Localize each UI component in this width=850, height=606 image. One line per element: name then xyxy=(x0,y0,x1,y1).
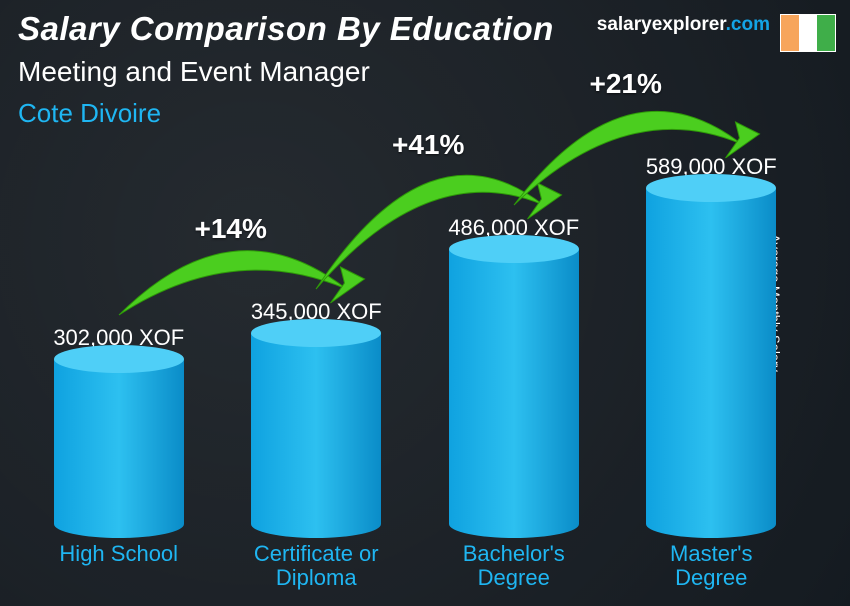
bar xyxy=(54,359,184,538)
bar-column: 302,000 XOF xyxy=(20,325,218,538)
flag-stripe-3 xyxy=(817,15,835,51)
bar xyxy=(646,188,776,538)
bar-top-ellipse xyxy=(54,345,184,373)
brand-suffix: .com xyxy=(726,14,770,35)
brand-label: salaryexplorer.com xyxy=(597,14,770,36)
bar-face xyxy=(251,333,381,538)
infographic-canvas: Salary Comparison By Education Meeting a… xyxy=(0,0,850,606)
bar-top-ellipse xyxy=(449,235,579,263)
bars-container: 302,000 XOF345,000 XOF486,000 XOF589,000… xyxy=(20,118,810,538)
x-axis-label: High School xyxy=(20,540,218,588)
x-axis-label: Master'sDegree xyxy=(613,540,811,588)
increment-percent-label: +21% xyxy=(590,68,662,100)
bar-column: 589,000 XOF xyxy=(613,154,811,538)
brand-name: salaryexplorer xyxy=(597,14,726,35)
bar-face xyxy=(449,249,579,538)
bar xyxy=(449,249,579,538)
flag-icon xyxy=(780,14,836,52)
bar-top-ellipse xyxy=(646,174,776,202)
bar-top-ellipse xyxy=(251,319,381,347)
x-axis-label: Certificate orDiploma xyxy=(218,540,416,588)
x-labels-container: High SchoolCertificate orDiplomaBachelor… xyxy=(20,540,810,588)
bar xyxy=(251,333,381,538)
bar-face xyxy=(646,188,776,538)
bar-column: 486,000 XOF xyxy=(415,215,613,538)
bar-column: 345,000 XOF xyxy=(218,299,416,538)
infographic-subtitle: Meeting and Event Manager xyxy=(18,56,370,88)
bar-face xyxy=(54,359,184,538)
bar-chart: 302,000 XOF345,000 XOF486,000 XOF589,000… xyxy=(20,118,810,588)
infographic-title: Salary Comparison By Education xyxy=(18,10,554,48)
flag-stripe-2 xyxy=(799,15,817,51)
x-axis-label: Bachelor'sDegree xyxy=(415,540,613,588)
flag-stripe-1 xyxy=(781,15,799,51)
